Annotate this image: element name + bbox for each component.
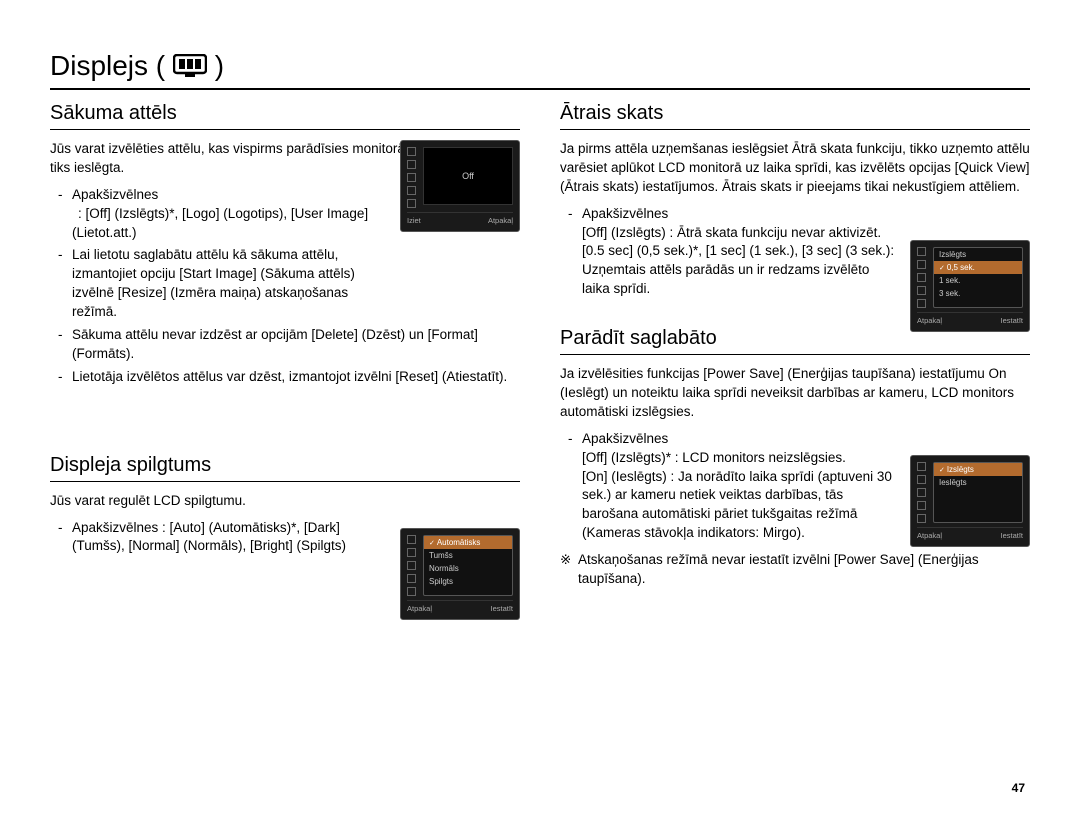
lcd-side-icon [407,548,416,557]
menu-item-selected: Automātisks [424,536,512,549]
list-item: Apakšizvēlnes : [Auto] (Automātisks)*, [… [58,519,390,557]
heading-quickview: Ātrais skats [560,102,1030,130]
intro-s2: Jūs varat regulēt LCD spilgtumu. [50,492,520,511]
lcd-preview-quick: Izslēgts 0,5 sek. 1 sek. 3 sek. Atpakaļ I… [910,240,1030,332]
section-quickview: Ja pirms attēla uzņemšanas ieslēgsiet Āt… [560,140,1030,299]
lcd-side-icon [917,488,926,497]
lcd-menu: Izslēgts Ieslēgts [933,462,1023,523]
section-brightness: Jūs varat regulēt LCD spilgtumu. Apakšiz… [50,492,520,557]
intro-s4: Ja izvēlēsities funkcijas [Power Save] (… [560,365,1030,422]
heading-start-image: Sākuma attēls [50,102,520,130]
lcd-menu: Izslēgts 0,5 sek. 1 sek. 3 sek. [933,247,1023,308]
menu-item: 3 sek. [934,287,1022,300]
lcd-btn-exit: Iziet [407,216,421,225]
menu-item: Izslēgts [934,248,1022,261]
menu-item: Ieslēgts [934,476,1022,489]
lcd-btn-set: Iestatīt [1000,531,1023,540]
lcd-side-icon [407,160,416,169]
lcd-menu: Automātisks Tumšs Normāls Spilgts [423,535,513,596]
lcd-btn-set: Iestatīt [490,604,513,613]
section-start-image: Jūs varat izvēlēties attēlu, kas vispirm… [50,140,520,387]
page-number: 47 [1012,781,1025,795]
list-item: Apakšizvēlnes: [Off] (Izslēgts)*, [Logo]… [58,186,390,243]
lcd-btn-back: Atpakaļ [407,604,432,613]
page-title-row: Displejs ( ) [50,50,1030,90]
lcd-btn-set: Iestatīt [1000,316,1023,325]
lcd-side-icon [407,561,416,570]
list-item: Lietotāja izvēlētos attēlus var dzēst, i… [58,368,520,387]
note-powersave: Atskaņošanas režīmā nevar iestatīt izvēl… [560,551,1030,589]
menu-item: Normāls [424,562,512,575]
lcd-side-icon [917,260,926,269]
menu-item-selected: Izslēgts [934,463,1022,476]
lcd-side-icon [917,286,926,295]
lcd-side-icon [917,273,926,282]
menu-item: 1 sek. [934,274,1022,287]
lcd-preview-save: Izslēgts Ieslēgts Atpakaļ Iestatīt [910,455,1030,547]
display-icon [173,54,207,78]
list-item: Apakšizvēlnes [Off] (Izslēgts) : Ātrā sk… [568,205,900,299]
lcd-side-icon [407,535,416,544]
menu-item-selected: 0,5 sek. [934,261,1022,274]
lcd-side-icon [917,475,926,484]
heading-brightness: Displeja spilgtums [50,454,520,482]
lcd-side-icon [407,147,416,156]
lcd-side-icon [917,462,926,471]
lcd-btn-back: Atpakaļ [917,531,942,540]
lcd-btn-back: Atpakaļ [917,316,942,325]
lcd-preview-start: Off Iziet Atpakaļ [400,140,520,232]
section-powersave: Ja izvēlēsities funkcijas [Power Save] (… [560,365,1030,589]
lcd-side-icon [407,587,416,596]
page-title: Displejs ( ) [50,50,224,82]
menu-item: Spilgts [424,575,512,588]
list-item: Sākuma attēlu nevar izdzēst ar opcijām [… [58,326,520,364]
lcd-side-icon [407,186,416,195]
lcd-side-icon [917,514,926,523]
intro-s3: Ja pirms attēla uzņemšanas ieslēgsiet Āt… [560,140,1030,197]
lcd-side-icon [917,501,926,510]
list-item: Apakšizvēlnes [Off] (Izslēgts)* : LCD mo… [568,430,900,543]
lcd-frame-off: Off [423,147,513,205]
lcd-side-icon [917,247,926,256]
lcd-preview-bright: Automātisks Tumšs Normāls Spilgts Atpaka… [400,528,520,620]
lcd-side-icon [407,173,416,182]
lcd-btn-back: Atpakaļ [488,216,513,225]
lcd-side-icon [407,574,416,583]
lcd-side-icon [917,299,926,308]
list-item: Lai lietotu saglabātu attēlu kā sākuma a… [58,246,390,322]
lcd-side-icon [407,199,416,208]
menu-item: Tumšs [424,549,512,562]
